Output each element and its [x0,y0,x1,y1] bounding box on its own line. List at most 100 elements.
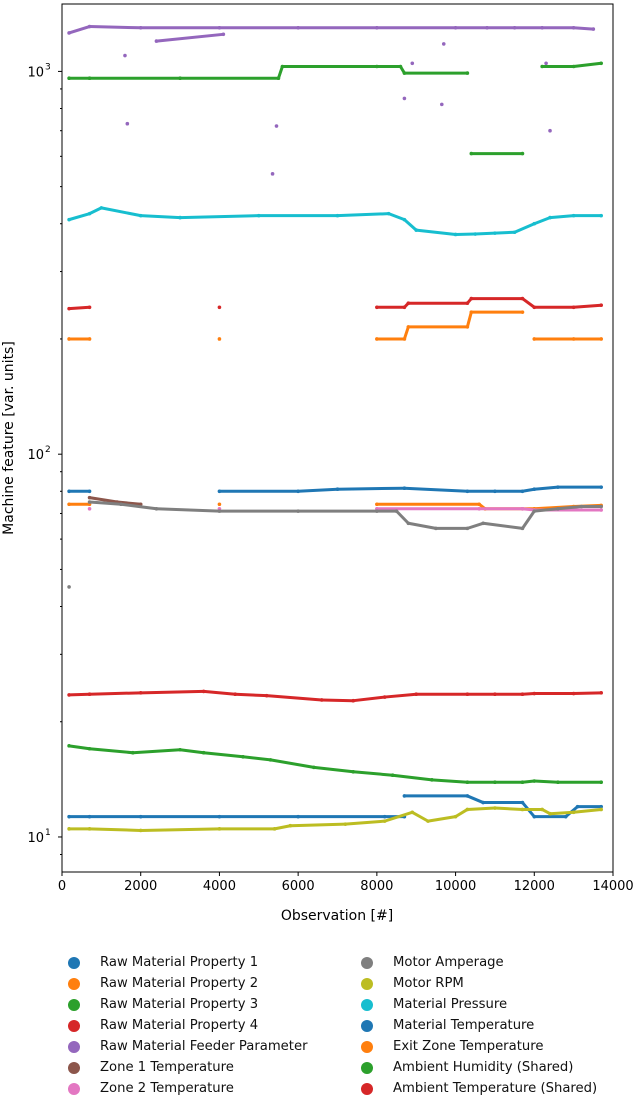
data-run [416,230,455,234]
data-run [353,772,392,775]
x-tick-label: 10000 [435,879,476,894]
legend-label: Raw Material Feeder Parameter [100,1039,308,1054]
data-point [599,691,603,695]
data-run [345,821,384,824]
data-run [156,34,223,41]
legend-label: Material Temperature [393,1018,534,1033]
data-point [442,42,446,46]
legend-item: Raw Material Property 2 [62,973,308,994]
data-run [404,327,408,339]
series-9 [67,206,603,236]
data-run [235,694,266,695]
data-point [403,97,407,101]
data-run [275,826,291,829]
data-run [322,700,353,701]
legend-marker [361,1041,373,1053]
data-point [599,337,603,341]
data-run [550,216,574,218]
data-run [412,812,428,821]
data-run [141,216,180,218]
legend-item: Material Temperature [355,1015,597,1036]
y-tick-exponent: 2 [45,445,51,455]
data-run [522,511,534,528]
x-tick-label: 0 [58,879,66,894]
data-run [69,694,89,695]
data-run [574,63,602,66]
legend-label: Material Pressure [393,997,507,1012]
data-point [88,507,92,511]
y-axis-title: Machine feature [var. units] [1,341,17,535]
legend-item: Motor Amperage [355,952,597,973]
plot-frame [62,4,613,872]
legend-item: Raw Material Property 4 [62,1015,308,1036]
legend-column-left: Raw Material Property 1 Raw Material Prop… [62,952,308,1099]
x-axis-title: Observation [#] [281,908,393,924]
data-run [69,307,89,308]
legend-item: Ambient Humidity (Shared) [355,1057,597,1078]
series-10 [67,485,603,493]
legend-label: Raw Material Property 3 [100,997,258,1012]
data-run [338,488,405,489]
legend-item: Exit Zone Temperature [355,1036,597,1057]
data-point [123,54,127,58]
legend-marker [361,978,373,990]
data-run [428,817,456,821]
data-run [389,214,405,220]
y-tick-label: 10 [27,65,44,80]
data-run [574,305,602,307]
legend-label: Raw Material Property 1 [100,955,258,970]
data-run [133,750,180,753]
data-run [338,214,389,216]
data-run [90,693,141,694]
data-run [267,696,322,700]
data-run [204,753,243,757]
data-run [534,487,558,489]
legend-marker [68,978,80,990]
series-12 [67,61,603,155]
data-run [574,693,602,694]
legend-marker [68,1062,80,1074]
legend-marker [361,957,373,969]
data-point [548,129,552,133]
data-run [404,488,467,491]
data-point [275,124,279,128]
data-point [222,33,226,37]
data-point [88,337,92,341]
data-point [599,214,603,218]
data-run [467,523,483,528]
data-point [271,172,275,176]
data-run [495,808,523,809]
legend-item: Raw Material Property 3 [62,994,308,1015]
data-run [314,767,353,771]
data-point [521,310,525,314]
data-point [599,303,603,307]
legend-label: Raw Material Property 4 [100,1018,258,1033]
legend-item: Raw Material Property 1 [62,952,308,973]
data-point [410,61,414,65]
plot-area [67,25,603,833]
series-11 [67,310,603,340]
legend-marker [68,957,80,969]
data-run [385,694,416,697]
legend-marker [361,1020,373,1032]
data-run [550,812,574,813]
series-2 [67,744,603,784]
data-run [495,232,515,233]
data-run [156,509,219,511]
data-point [599,485,603,489]
legend-label: Raw Material Property 2 [100,976,258,991]
data-run [204,691,235,694]
legend-marker [68,999,80,1011]
data-point [67,585,71,589]
data-run [290,824,345,826]
series-0 [67,794,603,818]
x-tick-label: 4000 [203,879,236,894]
data-run [408,523,436,528]
series-7 [67,500,603,589]
data-run [90,27,141,28]
data-run [432,780,467,782]
